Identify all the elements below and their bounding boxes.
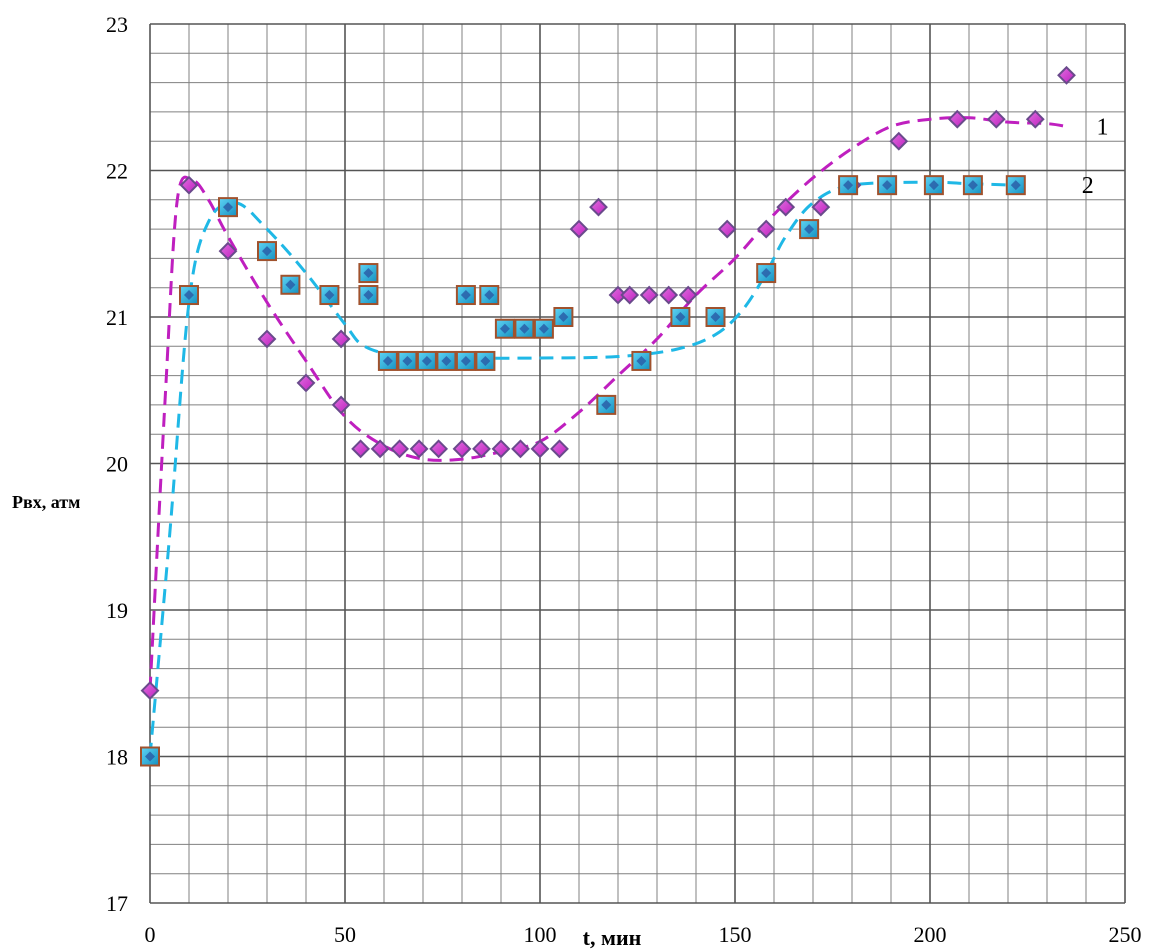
x-tick-label: 100	[524, 922, 557, 947]
data-point-series-1	[409, 439, 429, 459]
data-point-series-1	[569, 219, 589, 239]
data-point-series-2	[140, 746, 160, 767]
series-2-markers	[140, 175, 1026, 767]
trend-line-2	[148, 180, 1016, 757]
data-point-series-1	[620, 285, 640, 305]
data-point-series-1	[429, 439, 449, 459]
data-point-series-2	[397, 350, 418, 371]
data-point-series-2	[877, 175, 898, 196]
data-point-series-1	[390, 439, 410, 459]
data-point-series-2	[416, 350, 437, 371]
data-point-series-1	[986, 109, 1006, 129]
data-point-series-1	[1057, 65, 1076, 85]
data-point-series-1	[530, 439, 550, 459]
data-point-series-2	[494, 318, 515, 339]
data-point-series-2	[436, 350, 457, 371]
data-point-series-1	[140, 681, 160, 700]
data-point-series-2	[280, 274, 301, 295]
curve-labels: 12	[1082, 115, 1109, 200]
data-point-series-2	[838, 175, 859, 196]
trend-lines	[148, 116, 1067, 757]
data-point-series-2	[705, 307, 726, 327]
y-tick-label: 21	[106, 305, 128, 330]
curve-label-1: 1	[1097, 115, 1109, 141]
data-point-series-1	[331, 329, 351, 349]
y-tick-label: 17	[106, 891, 128, 916]
data-point-series-2	[319, 285, 340, 306]
data-point-series-2	[218, 197, 238, 218]
x-axis-label: t, мин	[583, 925, 642, 949]
data-point-series-1	[947, 109, 967, 129]
data-point-series-1	[179, 175, 199, 195]
data-point-series-1	[678, 285, 698, 305]
data-point-series-1	[491, 439, 511, 459]
data-point-series-1	[331, 395, 351, 415]
x-tick-label: 150	[719, 922, 752, 947]
x-tick-labels: 0 50 100 150 200 250	[145, 922, 1142, 947]
x-tick-label: 200	[914, 922, 947, 947]
data-point-series-1	[351, 439, 371, 459]
data-point-series-1	[589, 197, 608, 217]
data-point-series-2	[455, 350, 476, 371]
y-tick-label: 22	[106, 159, 128, 184]
y-tick-label: 23	[106, 12, 128, 37]
data-point-series-2	[179, 285, 199, 306]
data-point-series-1	[218, 241, 238, 261]
y-tick-label: 19	[106, 598, 128, 623]
data-point-series-2	[923, 175, 944, 196]
data-point-series-2	[631, 350, 652, 371]
y-tick-label: 18	[106, 745, 128, 770]
data-point-series-1	[550, 439, 569, 459]
data-point-series-2	[799, 219, 820, 240]
data-point-series-1	[296, 373, 316, 393]
x-tick-label: 0	[145, 922, 156, 947]
data-point-series-1	[659, 285, 679, 305]
data-point-series-2	[358, 285, 379, 306]
data-point-series-2	[475, 350, 496, 371]
data-point-series-1	[811, 197, 831, 217]
data-point-series-1	[717, 219, 737, 239]
data-point-series-2	[670, 307, 691, 327]
data-point-series-1	[639, 285, 659, 305]
data-point-series-2	[514, 318, 535, 339]
grid-major	[149, 23, 1126, 904]
data-point-series-1	[889, 131, 909, 151]
x-tick-label: 250	[1109, 922, 1142, 947]
data-point-series-2	[479, 285, 500, 306]
data-point-series-2	[533, 318, 554, 339]
curve-label-2: 2	[1082, 173, 1094, 199]
data-point-series-1	[257, 329, 277, 349]
data-point-series-2	[553, 307, 574, 327]
data-point-series-2	[962, 175, 983, 196]
data-point-series-2	[455, 285, 476, 306]
data-point-series-2	[257, 241, 277, 262]
y-tick-label: 20	[106, 452, 128, 477]
data-point-series-2	[756, 263, 777, 284]
data-point-series-1	[511, 439, 530, 459]
data-point-series-2	[596, 394, 617, 415]
data-point-series-1	[472, 439, 491, 459]
y-axis-label: Рвх, атм	[12, 492, 80, 512]
data-point-series-1	[756, 219, 776, 239]
data-point-series-2	[377, 350, 398, 371]
data-point-series-2	[1005, 175, 1026, 196]
data-point-series-1	[776, 197, 796, 217]
data-point-series-1	[452, 439, 472, 459]
y-tick-labels: 17 18 19 20 21 22 23	[106, 12, 128, 916]
data-point-series-1	[370, 439, 390, 459]
data-point-series-1	[1025, 109, 1045, 129]
data-point-series-2	[358, 263, 379, 284]
x-tick-label: 50	[334, 922, 356, 947]
